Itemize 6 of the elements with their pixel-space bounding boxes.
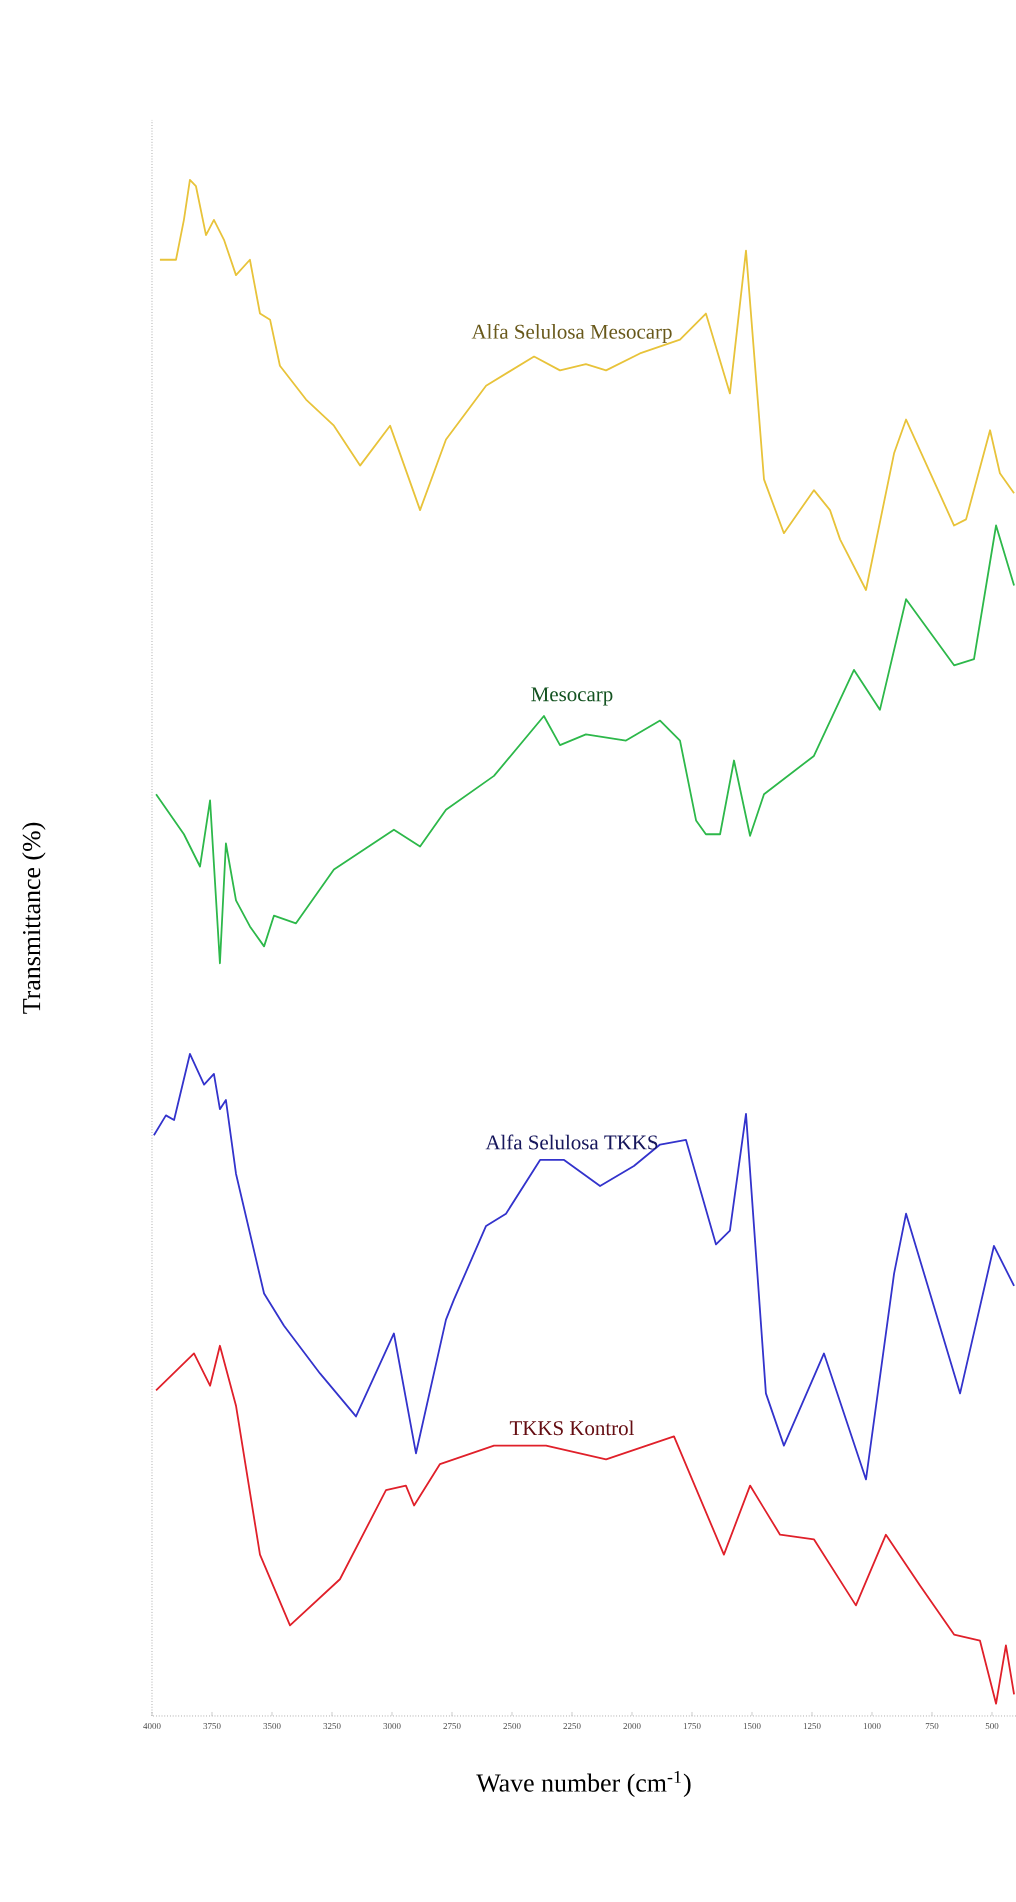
- x-axis-title: Wave number (cm$^{-1}$): [476, 1770, 691, 1798]
- series-label: TKKS Kontrol: [509, 1420, 634, 1436]
- series-label: Alfa Selulosa TKKS: [485, 1134, 658, 1150]
- y-axis-title: Transmittance (%): [22, 822, 46, 1014]
- series-label: Mesocarp: [531, 687, 613, 706]
- series-label: Alfa Selulosa Mesocarp: [471, 323, 672, 344]
